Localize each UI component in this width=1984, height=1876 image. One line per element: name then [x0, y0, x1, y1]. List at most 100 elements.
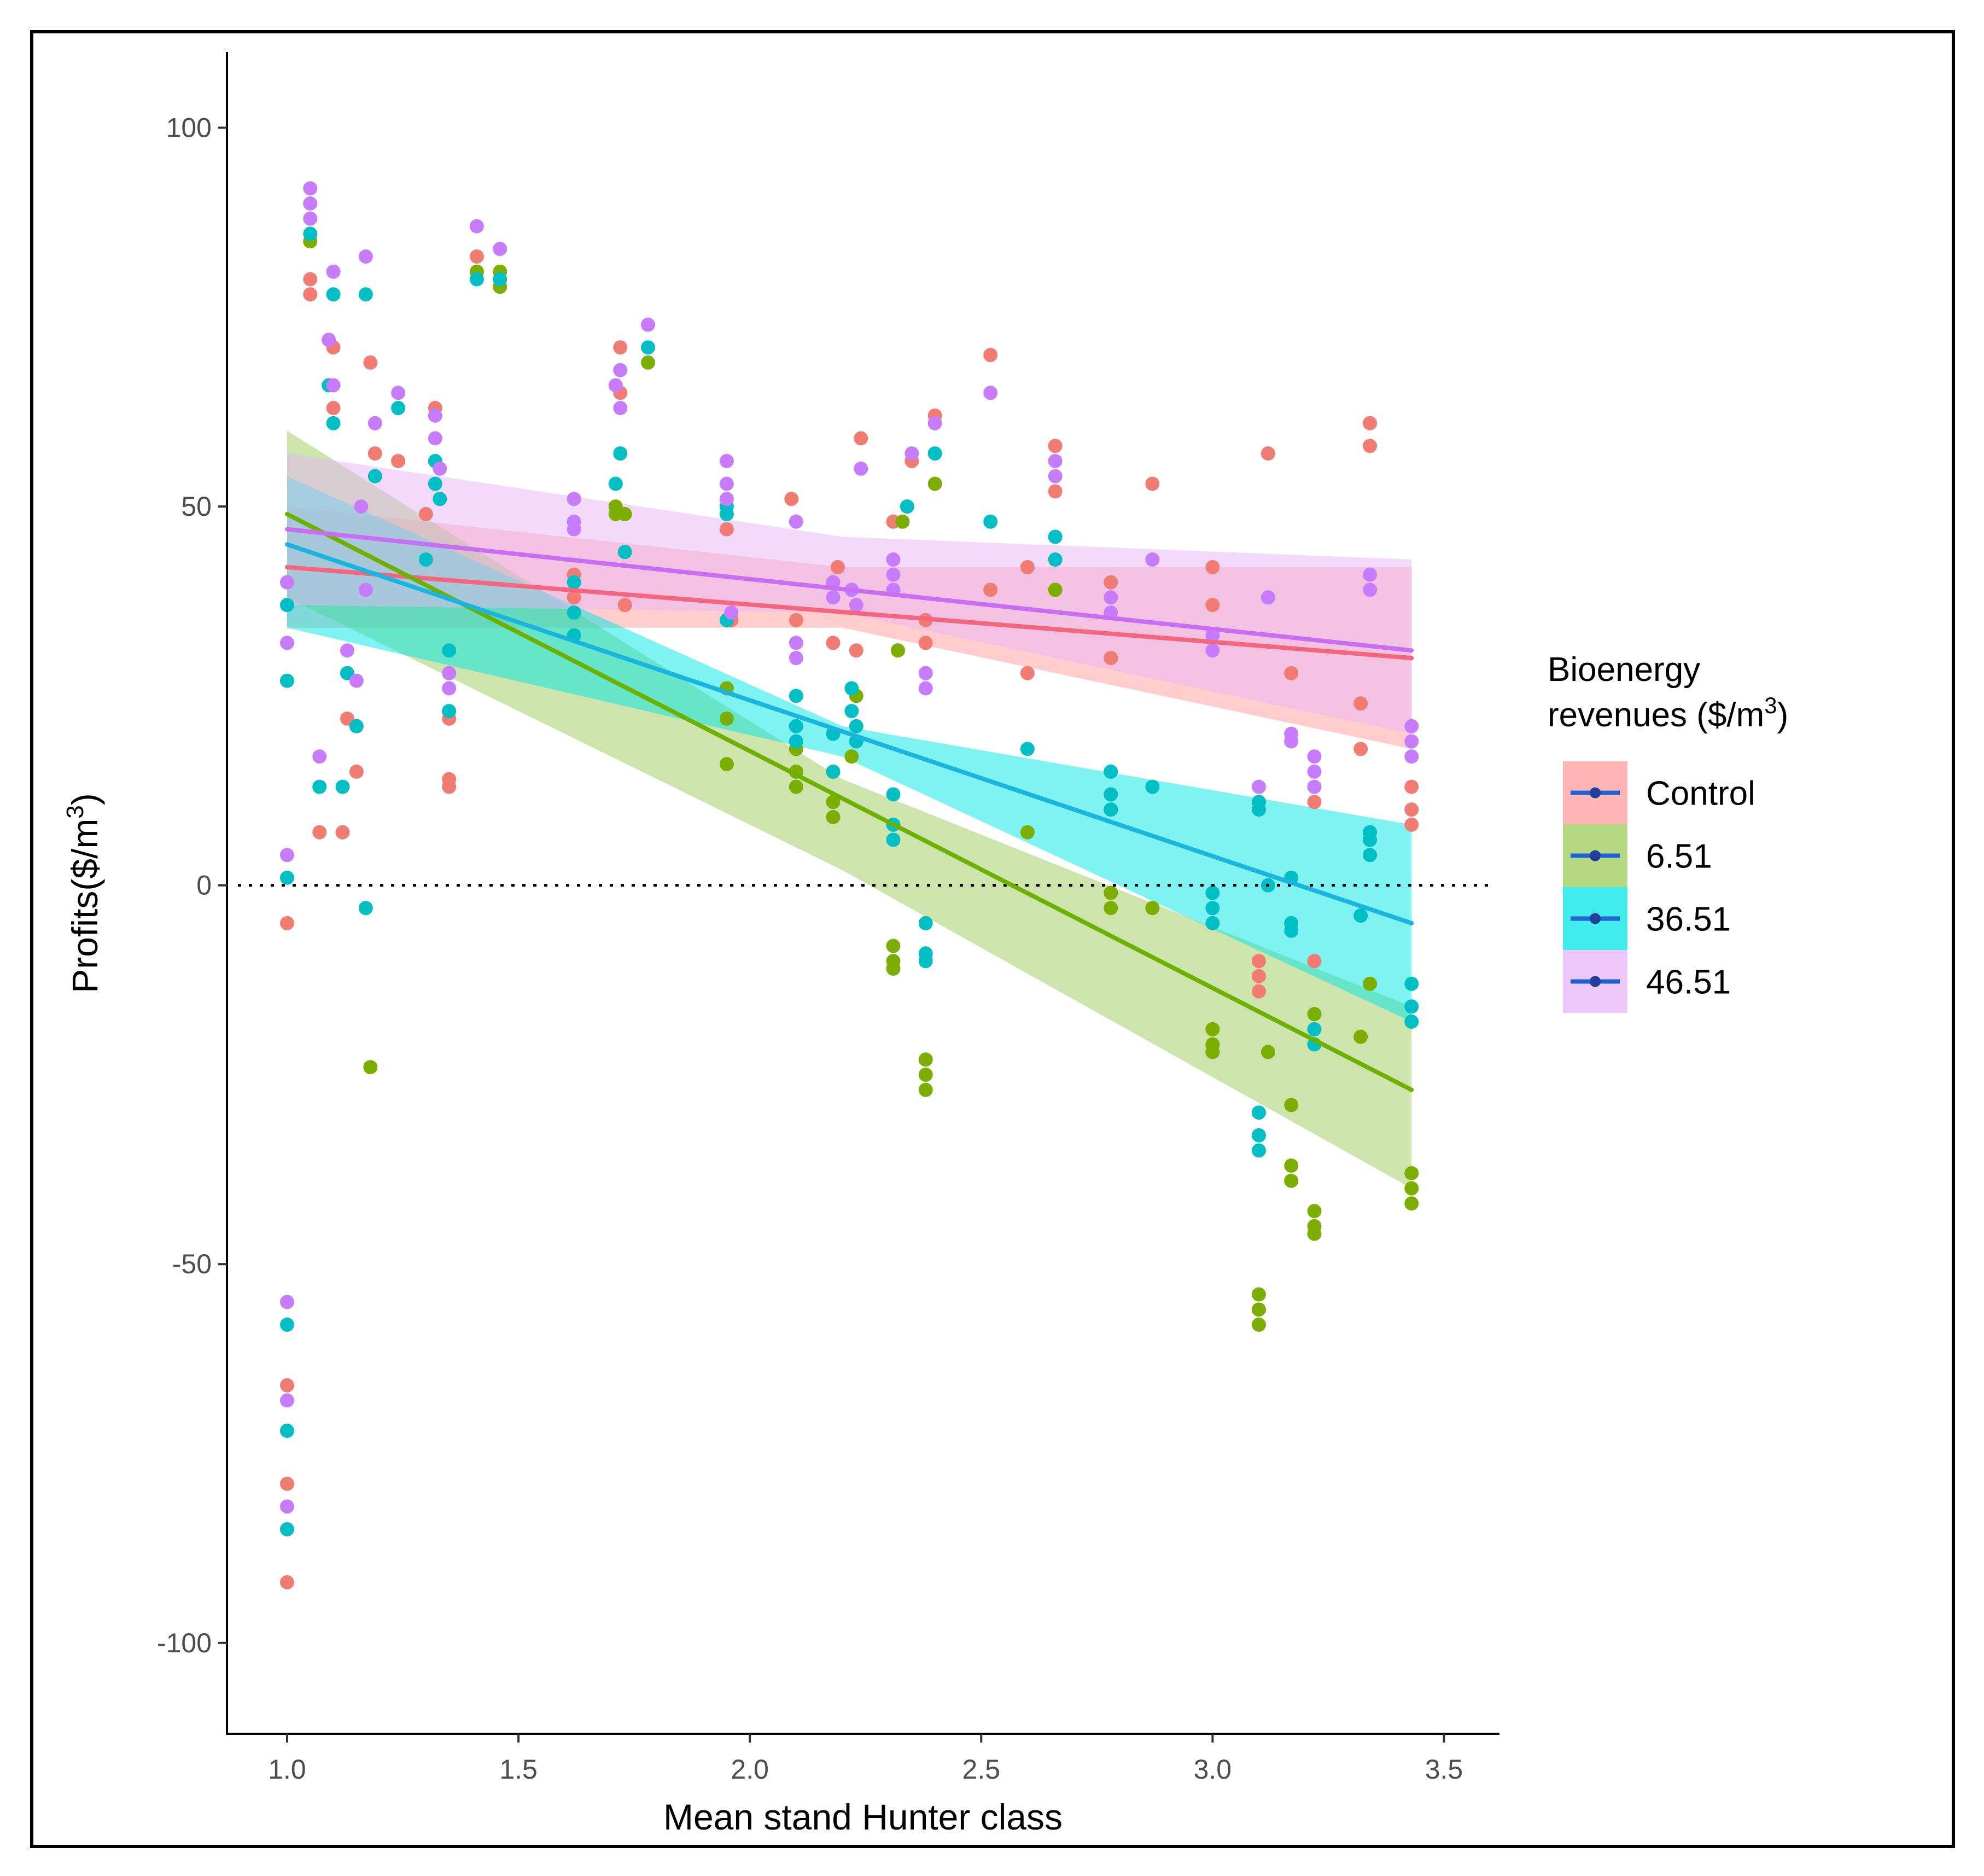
point-46-51 [1363, 567, 1378, 582]
legend-item-36-51: 36.51 [1563, 887, 1731, 950]
y-axis-title: Profits($/m3) [62, 793, 105, 993]
legend-key-dot [1590, 850, 1601, 861]
point-46-51 [608, 378, 623, 393]
point-36-51 [1145, 779, 1160, 794]
point-6-51 [1251, 1302, 1266, 1317]
point-36-51 [1020, 742, 1035, 756]
point-6-51 [844, 749, 859, 764]
point-46-51 [326, 378, 341, 393]
point-46-51 [340, 643, 355, 658]
point-46-51 [326, 264, 341, 279]
point-36-51 [280, 1522, 295, 1537]
point-46-51 [433, 461, 447, 476]
x-tick-label: 2.5 [962, 1754, 1001, 1785]
point-control [789, 613, 803, 627]
point-36-51 [1404, 1014, 1419, 1029]
point-46-51 [789, 514, 803, 529]
point-6-51 [1404, 1166, 1419, 1180]
legend-title-line2: revenues ($/m3) [1548, 692, 1788, 734]
point-6-51 [719, 711, 734, 726]
point-control [983, 582, 998, 597]
point-36-51 [280, 870, 295, 885]
point-46-51 [354, 499, 369, 514]
point-control [1048, 439, 1063, 453]
point-6-51 [1251, 1287, 1266, 1302]
point-36-51 [789, 719, 803, 733]
legend-item-control: Control [1563, 761, 1755, 824]
point-36-51 [469, 272, 484, 287]
point-36-51 [335, 779, 350, 794]
point-36-51 [1104, 764, 1118, 779]
legend-key-dot [1590, 913, 1601, 924]
y-tick-label: 0 [196, 870, 212, 901]
point-36-51 [886, 832, 901, 847]
point-46-51 [918, 681, 933, 696]
point-6-51 [918, 1052, 933, 1067]
y-axis-title-superscript: 3 [62, 805, 89, 818]
point-6-51 [1404, 1196, 1419, 1211]
point-control [1307, 954, 1322, 969]
point-control [1205, 598, 1220, 613]
point-control [918, 636, 933, 650]
point-36-51 [280, 1318, 295, 1332]
point-36-51 [719, 506, 734, 521]
point-36-51 [391, 401, 406, 416]
legend-item-46-51: 46.51 [1563, 950, 1731, 1013]
point-36-51 [826, 764, 841, 779]
y-tick-label: 100 [166, 113, 212, 143]
point-6-51 [890, 643, 905, 658]
point-36-51 [280, 673, 295, 688]
point-46-51 [1145, 552, 1160, 567]
point-46-51 [1205, 628, 1220, 643]
point-control [1104, 651, 1118, 666]
point-46-51 [1307, 749, 1322, 764]
fit-line-6-51 [285, 511, 1414, 1092]
point-control [1363, 416, 1378, 430]
point-46-51 [1404, 734, 1419, 749]
legend-label: 36.51 [1646, 901, 1731, 939]
point-control [1404, 779, 1419, 794]
point-control [1048, 484, 1063, 499]
point-46-51 [567, 492, 581, 506]
point-46-51 [1048, 469, 1063, 483]
point-46-51 [469, 219, 484, 234]
point-46-51 [983, 386, 998, 400]
point-36-51 [1363, 848, 1378, 863]
point-control [1020, 560, 1035, 574]
point-46-51 [849, 598, 863, 613]
point-36-51 [358, 287, 373, 302]
point-36-51 [442, 704, 457, 719]
point-control [830, 560, 845, 574]
point-46-51 [1307, 764, 1322, 779]
point-36-51 [886, 787, 901, 802]
point-control [1145, 476, 1160, 491]
point-46-51 [1048, 453, 1063, 468]
point-36-51 [1307, 1022, 1322, 1036]
y-tick-label: -100 [157, 1628, 212, 1658]
point-36-51 [428, 476, 442, 491]
point-46-51 [303, 211, 318, 226]
point-control [1353, 696, 1368, 711]
point-control [784, 492, 799, 506]
point-6-51 [927, 476, 942, 491]
point-46-51 [1104, 590, 1118, 605]
point-46-51 [303, 196, 318, 211]
point-6-51 [1048, 582, 1063, 597]
point-6-51 [1145, 901, 1160, 916]
point-46-51 [349, 673, 364, 688]
point-36-51 [433, 492, 447, 506]
point-control [418, 506, 433, 521]
point-46-51 [1307, 779, 1322, 794]
point-36-51 [1205, 885, 1220, 900]
point-control [303, 287, 318, 302]
point-36-51 [567, 575, 581, 590]
point-6-51 [1251, 1318, 1266, 1332]
point-46-51 [391, 386, 406, 400]
legend-item-6-51: 6.51 [1563, 824, 1712, 887]
point-36-51 [367, 469, 382, 483]
point-control [613, 340, 628, 355]
point-6-51 [895, 514, 910, 529]
point-control [1404, 802, 1419, 817]
point-control [826, 636, 841, 650]
legend-title-main: revenues ($/m [1548, 696, 1764, 734]
